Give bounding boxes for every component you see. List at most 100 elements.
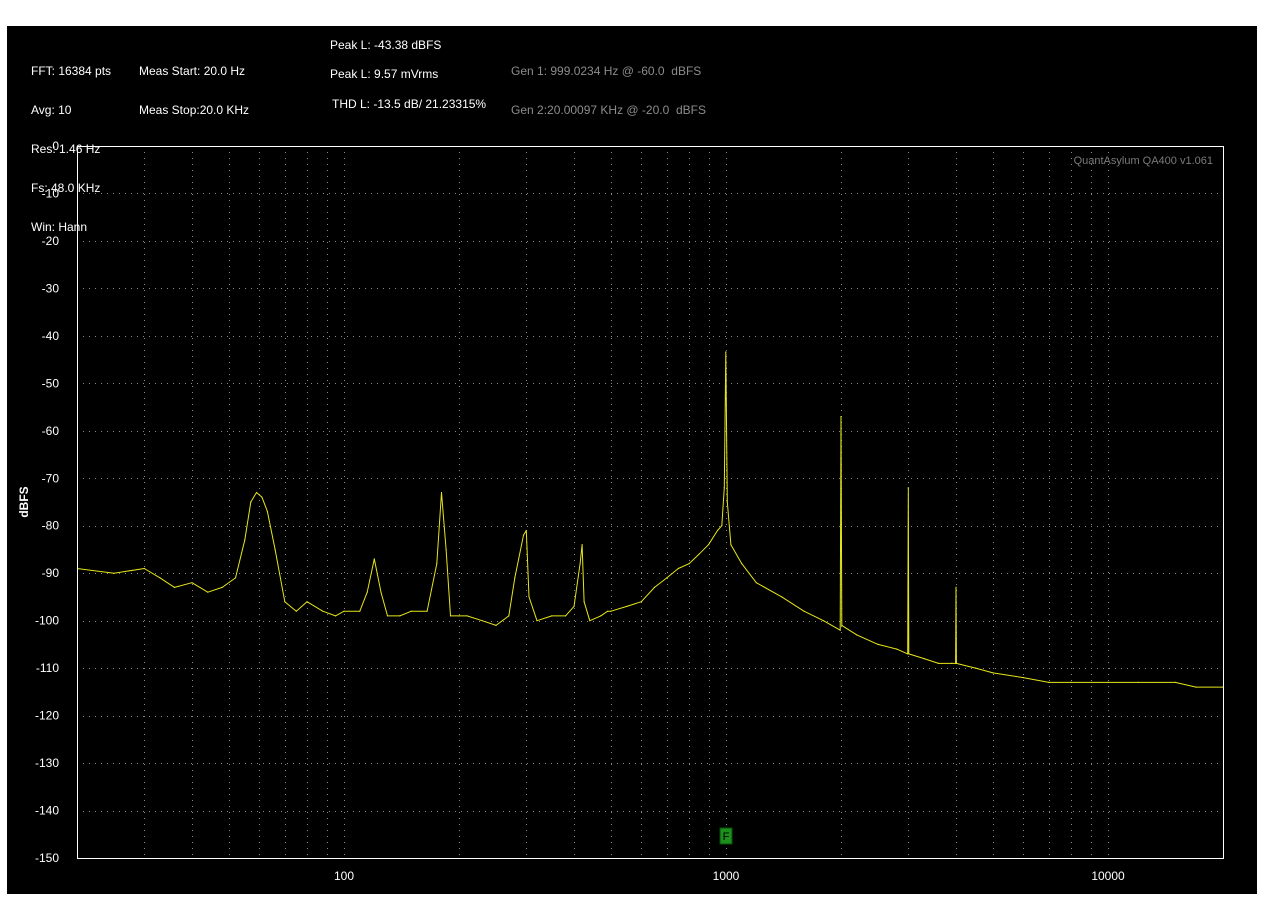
data-point	[803, 610, 805, 612]
data-point	[481, 620, 483, 622]
data-point	[992, 672, 994, 674]
window-type: Win: Hann	[31, 220, 88, 234]
data-point	[234, 577, 237, 579]
y-tick-label: -80	[42, 519, 60, 533]
data-point	[373, 558, 375, 560]
data-point	[508, 615, 510, 617]
generator-info: Gen 1: 999.0234 Hz @ -60.0 dBFS Gen 2:20…	[511, 39, 706, 143]
data-point	[113, 572, 115, 574]
data-point	[589, 620, 591, 622]
data-point	[951, 662, 953, 665]
data-point	[522, 534, 525, 536]
data-point	[207, 591, 209, 593]
data-point	[528, 596, 530, 598]
data-point	[143, 567, 145, 570]
peak-mvrms: Peak L: 9.57 mVrms	[330, 67, 439, 81]
y-tick-label: -50	[42, 376, 60, 390]
data-point	[840, 416, 842, 418]
spectrum-panel: FFT: 16384 pts Avg: 10 Res: 1.46 Hz Fs: …	[7, 26, 1257, 894]
data-point	[579, 563, 581, 565]
data-point	[974, 667, 977, 669]
data-point	[607, 610, 609, 612]
data-point	[191, 582, 193, 584]
data-point	[907, 487, 909, 489]
data-point	[306, 601, 308, 603]
data-point	[1195, 686, 1197, 688]
data-point	[1048, 681, 1050, 684]
data-point	[466, 615, 468, 617]
data-point	[581, 544, 583, 546]
y-tick-label: -100	[35, 614, 59, 628]
data-point	[1022, 677, 1024, 679]
data-point	[536, 620, 538, 622]
data-point	[1222, 686, 1223, 688]
data-point	[741, 563, 743, 565]
x-tick-label: 100	[334, 869, 354, 883]
y-tick-label: -70	[42, 471, 60, 485]
data-point	[495, 624, 497, 627]
data-point	[458, 615, 460, 617]
sample-rate: Fs: 48.0 KHz	[31, 181, 101, 195]
measurement-range: Meas Start: 20.0 Hz Meas Stop:20.0 KHz	[139, 39, 249, 143]
data-point	[410, 610, 412, 612]
y-tick-labels: 0 -10 -20 -30 -40 -50 -60 -70 -80 -90 -100 -110 -120…	[35, 139, 59, 865]
data-point	[610, 610, 612, 612]
data-point	[359, 610, 361, 612]
y-tick-label: -140	[35, 804, 59, 818]
x-tick-labels: 100 1000 10000	[334, 869, 1125, 883]
gen1-info: Gen 1: 999.0234 Hz @ -60.0 dBFS	[511, 64, 702, 78]
data-point	[896, 648, 898, 650]
fft-info: FFT: 16384 pts Avg: 10 Res: 1.46 Hz Fs: …	[31, 39, 111, 260]
data-point	[721, 525, 723, 527]
data-point	[386, 615, 389, 617]
data-point	[380, 591, 382, 593]
data-point	[159, 577, 161, 579]
y-tick-label: 0	[52, 139, 59, 153]
data-point	[716, 529, 719, 532]
spectrum-chart: 0 -10 -20 -30 -40 -50 -60 -70 -80 -90 -100 -110 -120…	[17, 139, 1224, 883]
data-point	[284, 601, 286, 603]
data-point	[839, 629, 841, 631]
data-point	[725, 351, 727, 353]
data-point	[640, 601, 642, 603]
data-point	[322, 610, 324, 612]
fft-size: FFT: 16384 pts	[31, 64, 112, 78]
y-tick-label: -20	[42, 234, 60, 248]
data-point	[600, 615, 602, 617]
data-point	[755, 582, 757, 584]
y-tick-label: -110	[36, 661, 59, 675]
data-point	[955, 586, 957, 589]
data-point	[436, 563, 438, 565]
data-point	[440, 491, 443, 494]
data-point	[551, 615, 553, 617]
data-point	[1070, 681, 1072, 684]
data-point	[445, 548, 447, 551]
frequency-marker[interactable]: F	[719, 827, 733, 845]
data-point	[1137, 681, 1139, 684]
data-point	[1174, 681, 1176, 684]
data-point	[274, 548, 276, 551]
grid	[77, 146, 1223, 858]
y-tick-label: -40	[42, 329, 60, 343]
data-point	[525, 529, 527, 532]
series-line	[78, 351, 1223, 688]
resolution: Res: 1.46 Hz	[31, 142, 101, 156]
y-tick-label: -60	[42, 424, 60, 438]
data-point	[266, 510, 268, 513]
data-point	[583, 601, 585, 603]
data-point	[653, 586, 656, 589]
data-point	[1107, 681, 1109, 684]
y-tick-label: -150	[35, 851, 59, 865]
averages: Avg: 10	[31, 103, 72, 117]
plot-frame	[77, 146, 1224, 859]
marker-box[interactable]	[719, 827, 733, 845]
y-tick-label: -30	[42, 281, 60, 295]
y-tick-label: -90	[42, 566, 60, 580]
data-point	[399, 615, 401, 617]
x-tick-label: 10000	[1091, 869, 1125, 883]
data-point	[923, 658, 925, 660]
data-point	[449, 615, 452, 617]
data-point	[723, 487, 725, 489]
data-point	[261, 496, 263, 498]
thd-readout: THD L: -13.5 dB/ 21.23315%	[332, 97, 487, 111]
